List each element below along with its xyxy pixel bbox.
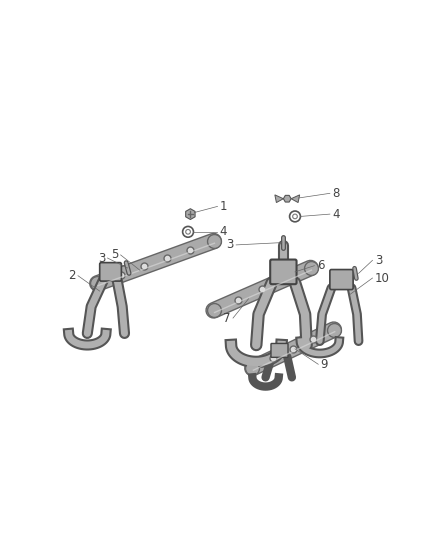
FancyBboxPatch shape [270,260,297,284]
FancyBboxPatch shape [100,263,121,281]
Text: 3: 3 [98,252,105,264]
FancyBboxPatch shape [330,270,353,289]
FancyBboxPatch shape [271,343,288,357]
Text: 2: 2 [68,269,76,282]
Text: 9: 9 [321,358,328,371]
Text: 5: 5 [111,248,118,261]
Text: 4: 4 [332,208,340,221]
Text: 6: 6 [317,259,324,272]
Polygon shape [275,195,283,203]
Text: 7: 7 [223,312,231,325]
Text: 10: 10 [375,271,390,285]
Text: 3: 3 [375,254,382,267]
Text: 4: 4 [220,225,227,238]
Polygon shape [283,196,291,202]
Text: 8: 8 [332,187,339,200]
Polygon shape [186,209,195,220]
Polygon shape [291,195,300,203]
Text: 1: 1 [220,200,227,213]
Text: 3: 3 [226,238,234,252]
